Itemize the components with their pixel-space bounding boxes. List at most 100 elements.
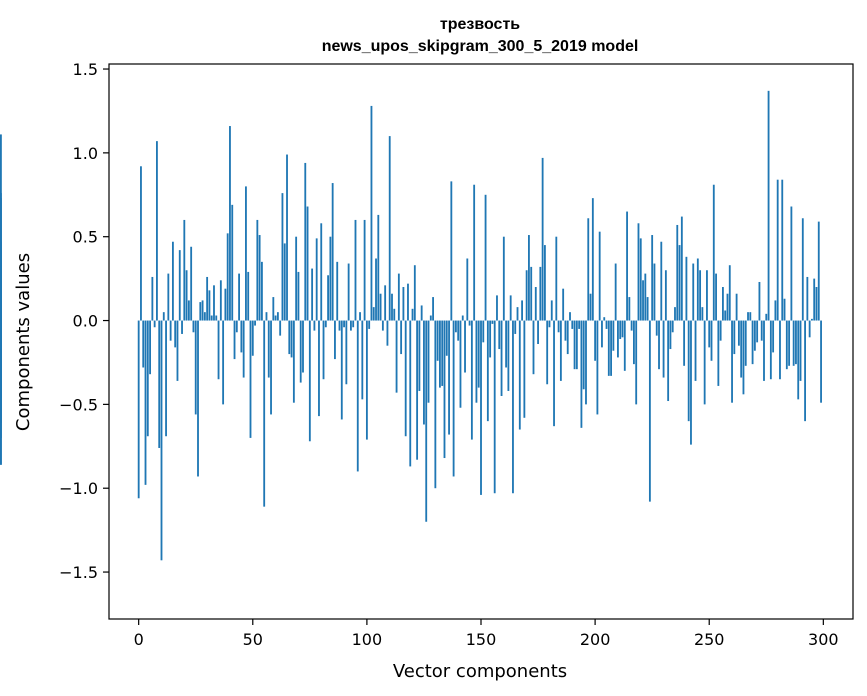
bar [722,287,724,321]
bar [242,320,245,378]
bar [176,320,179,381]
bar [254,320,256,326]
bar [265,312,268,321]
bar [509,295,512,321]
bar [507,320,510,391]
bar [345,320,348,385]
bar [302,320,304,373]
bar [288,320,291,355]
bar [637,223,640,321]
bar [687,320,690,422]
bar [283,243,286,321]
bar [169,320,172,341]
bar [758,281,761,321]
bar [578,320,581,329]
x-axis-ticks: 0 50 100 150 200 250 300 [134,619,839,649]
bar [528,235,530,321]
bar [190,246,193,321]
bar [808,320,811,338]
chart-title-line2: news_upos_skipgram_300_5_2019 model [322,38,639,55]
bar [281,193,284,321]
bar [801,218,804,321]
bar [603,317,606,321]
bar [477,320,480,388]
bar [379,293,382,321]
x-tick-label: 100 [352,630,383,649]
bar [475,320,478,403]
bar [0,266,2,321]
bar [377,214,380,321]
bar [749,312,752,321]
bar [719,320,722,341]
bar [192,320,195,333]
bar [788,320,791,366]
x-tick-label: 0 [134,630,144,649]
bar [534,287,537,321]
bar [751,320,754,365]
bar [411,308,414,321]
bar [370,105,373,321]
bar [329,236,332,321]
bar [142,320,145,368]
bar [557,320,560,333]
bar [605,320,608,329]
bar [774,300,777,321]
bar [174,320,177,348]
bar [767,90,770,321]
bar [726,293,729,321]
bar [564,320,567,341]
bar [256,219,259,321]
bar [286,154,288,321]
bar [799,320,802,381]
bar [245,186,247,321]
bar [760,320,763,341]
bar [185,270,188,321]
bar [199,302,202,321]
bar [146,320,149,437]
bar [165,320,167,437]
bar [263,320,266,507]
bar [258,235,261,321]
bar [452,320,455,477]
y-tick-label: −1.0 [59,479,98,498]
bar [454,320,457,333]
bar [703,320,706,405]
bar [151,276,154,321]
bar [261,261,263,321]
bar [699,270,702,321]
bar [249,320,252,438]
bar [804,320,806,422]
bar [715,273,717,321]
bar [496,295,498,321]
bar [361,320,364,400]
bar [630,320,633,331]
bar [783,298,786,321]
bar [276,312,279,321]
bar [813,278,816,321]
y-tick-label: −0.5 [59,395,98,414]
bar [633,320,635,365]
bar [324,320,327,328]
bar [539,266,542,321]
bar [402,287,405,321]
bar [375,258,377,321]
bar [359,312,361,321]
bar [589,293,592,321]
bar [785,320,788,370]
bar [598,231,601,321]
bar [763,320,765,381]
bar [270,320,272,415]
bar [646,297,649,321]
bar [737,320,740,346]
bar [708,320,711,348]
bar [500,320,503,396]
bar [537,320,539,345]
bar [397,273,400,321]
bar [498,320,501,350]
bar [797,320,800,400]
bar [229,126,231,321]
bar [311,268,314,321]
bar [441,320,444,386]
bar [692,263,695,321]
bar [559,320,562,381]
